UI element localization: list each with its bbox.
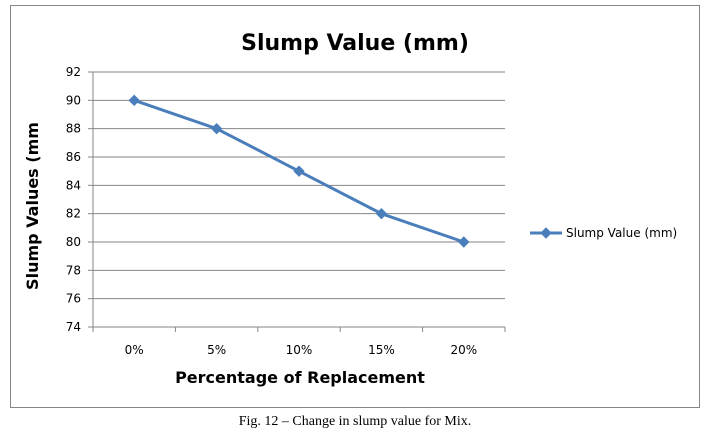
series (128, 94, 470, 248)
x-tick-label: 20% (450, 343, 477, 357)
y-tick-labels: 74 76 78 80 82 84 86 88 90 92 (66, 65, 81, 334)
y-tick-label: 90 (66, 93, 81, 107)
y-tick-label: 92 (66, 65, 81, 79)
data-point-marker (375, 207, 388, 220)
y-tick-label: 76 (66, 292, 81, 306)
x-tick-label: 10% (286, 343, 313, 357)
y-tick-label: 86 (66, 150, 81, 164)
chart-title: Slump Value (mm) (241, 31, 469, 56)
x-tick-labels: 0% 5% 10% 15% 20% (125, 343, 477, 357)
y-tick-label: 88 (66, 122, 81, 136)
y-tick-label: 80 (66, 235, 81, 249)
figure-caption: Fig. 12 – Change in slump value for Mix. (238, 414, 472, 429)
data-point-marker (293, 165, 305, 177)
axes (88, 71, 506, 332)
legend: Slump Value (mm) (530, 226, 677, 240)
y-tick-label: 78 (66, 263, 81, 277)
legend-label: Slump Value (mm) (566, 226, 677, 240)
x-tick-label: 5% (207, 343, 226, 357)
data-point-marker (458, 236, 470, 248)
data-point-marker (210, 122, 223, 135)
gridlines (93, 71, 505, 300)
y-tick-label: 84 (66, 178, 81, 192)
y-tick-label: 74 (66, 320, 81, 334)
legend-marker (540, 227, 552, 239)
x-axis-title: Percentage of Replacement (175, 368, 425, 387)
y-tick-label: 82 (66, 207, 81, 221)
x-tick-label: 0% (125, 343, 144, 357)
y-axis-title: Slump Values (mm (23, 122, 42, 290)
x-tick-label: 15% (368, 343, 395, 357)
data-point-marker (128, 94, 140, 107)
